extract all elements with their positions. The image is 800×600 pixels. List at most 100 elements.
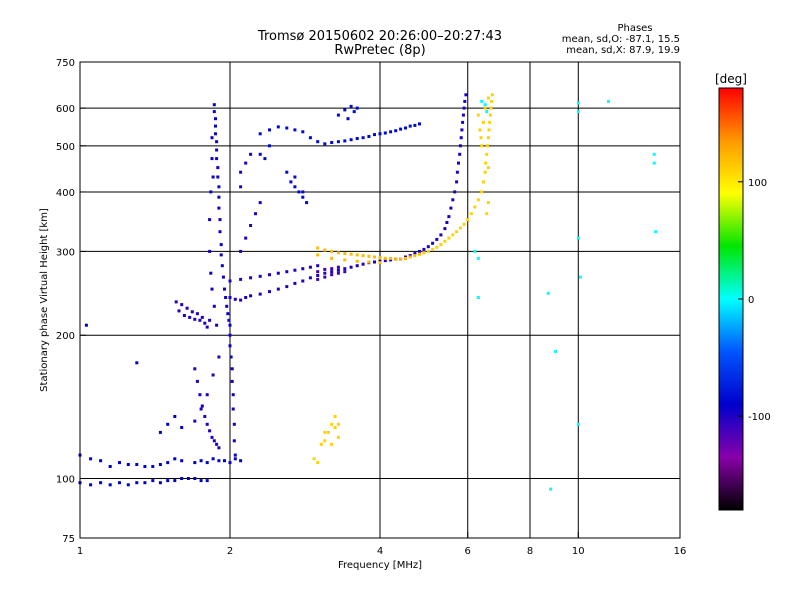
data-point [316, 277, 320, 281]
data-point [336, 435, 340, 439]
data-point [481, 180, 485, 184]
data-point [435, 245, 439, 249]
data-point [293, 281, 297, 285]
data-point [214, 124, 217, 128]
data-point [323, 271, 327, 275]
data-point [486, 166, 490, 170]
data-point [174, 300, 178, 304]
data-point [276, 125, 280, 129]
data-point [576, 110, 580, 114]
data-point [211, 175, 215, 179]
data-point [239, 277, 243, 281]
data-point [268, 144, 271, 148]
data-point [84, 323, 88, 327]
data-point [135, 463, 139, 466]
x-tick-label: 1 [77, 546, 83, 557]
data-point [158, 463, 162, 466]
data-point [215, 157, 219, 161]
data-point [330, 256, 334, 260]
data-point [218, 218, 222, 222]
data-point [418, 122, 421, 126]
data-point [217, 185, 221, 189]
colorbar: 100 0 -100 [718, 87, 771, 511]
data-point [330, 442, 334, 446]
data-point [151, 465, 155, 468]
data-point [301, 130, 305, 134]
data-point [449, 206, 453, 210]
data-point [233, 453, 237, 457]
data-point [330, 270, 334, 274]
data-point [484, 161, 488, 165]
data-point [301, 279, 305, 283]
phases-x-stats: mean, sd,X: 87.9, 19.9 [566, 45, 680, 56]
data-point [108, 465, 112, 468]
data-point [193, 419, 197, 423]
data-point [469, 212, 473, 216]
data-point [226, 312, 230, 316]
data-point [316, 461, 320, 465]
data-point [343, 270, 347, 274]
data-point [361, 136, 365, 140]
data-point [219, 243, 223, 247]
data-point [185, 306, 189, 310]
data-point [308, 136, 312, 140]
data-point [464, 93, 468, 97]
chart-title: Tromsø 20150602 20:26:00–20:27:43 [257, 29, 503, 44]
data-point [166, 479, 170, 483]
y-tick-label: 300 [56, 247, 75, 258]
data-point [228, 279, 232, 283]
data-point [258, 274, 262, 278]
data-point [135, 361, 139, 365]
data-point [316, 264, 320, 268]
data-point [205, 461, 209, 465]
data-point [293, 128, 297, 132]
data-point [301, 195, 305, 199]
data-point [244, 296, 248, 299]
data-point [355, 264, 359, 268]
data-point [233, 457, 237, 461]
data-point [190, 310, 194, 314]
data-point [223, 459, 226, 463]
data-point [212, 439, 216, 443]
data-point [216, 175, 220, 179]
data-point [461, 113, 465, 117]
data-point [349, 104, 353, 108]
data-point [478, 128, 482, 132]
data-point [408, 255, 412, 259]
data-point [173, 457, 177, 461]
data-point [212, 110, 216, 114]
data-point [394, 257, 398, 261]
data-point [389, 256, 393, 260]
data-point [219, 253, 223, 257]
data-point [135, 481, 139, 485]
y-axis: 75 100 200 300 400 500 600 750 [56, 58, 86, 545]
data-point [166, 422, 170, 426]
data-point [576, 422, 580, 426]
data-point [203, 321, 207, 325]
data-point [268, 290, 271, 294]
data-point [323, 439, 327, 443]
data-point [225, 304, 229, 308]
data-point [173, 415, 177, 418]
data-point [607, 99, 610, 103]
data-point [221, 275, 225, 279]
data-point [297, 190, 301, 194]
data-point [210, 136, 214, 140]
data-point [349, 252, 353, 256]
data-point [126, 483, 130, 487]
data-point [231, 393, 235, 397]
data-point [336, 271, 340, 275]
data-point [218, 230, 222, 234]
data-point [89, 457, 93, 461]
data-point [413, 254, 417, 258]
data-point [455, 180, 459, 184]
data-point [439, 243, 443, 247]
data-point [455, 230, 459, 234]
data-point [476, 113, 480, 117]
data-point [373, 133, 376, 137]
data-point [188, 315, 192, 319]
data-point [211, 457, 215, 461]
data-point [483, 103, 487, 107]
data-point [451, 233, 455, 237]
data-point [333, 415, 337, 418]
